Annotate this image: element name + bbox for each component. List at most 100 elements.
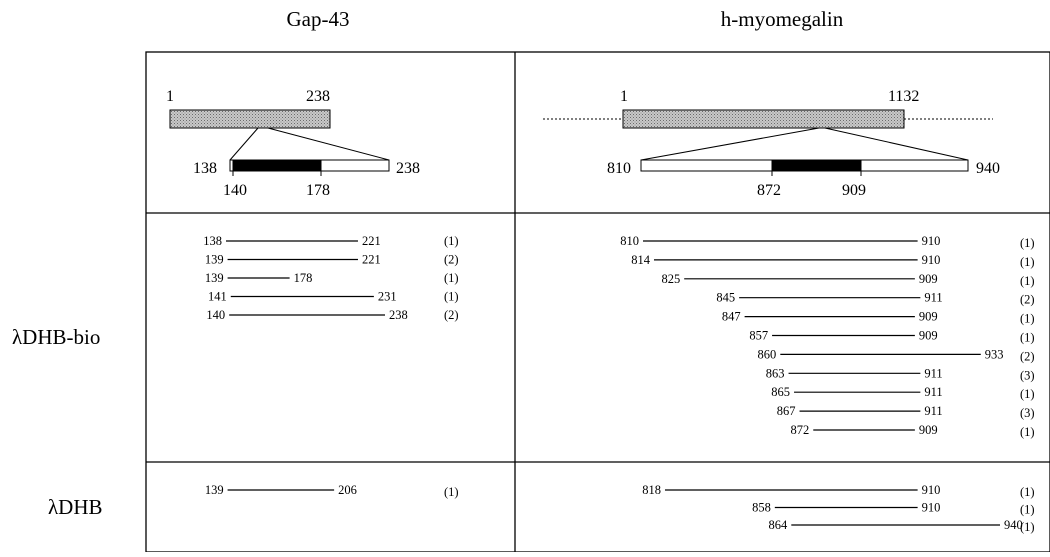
gap43-plain-clone-start: 139 xyxy=(205,483,224,497)
gap43-bio-clone-row: 139 221 (2) xyxy=(205,253,459,267)
myo-bio-clone-count: (2) xyxy=(1020,293,1035,307)
myo-bio-clone-end: 911 xyxy=(924,366,942,380)
myo-bio-clone-row: 860 933 (2) xyxy=(758,347,1035,363)
myo-bio-clone-count: (3) xyxy=(1020,368,1035,382)
gap43-plain-clone-end: 206 xyxy=(338,483,357,497)
myo-bio-clone-end: 911 xyxy=(924,404,942,418)
gap43-bio-clone-start: 139 xyxy=(205,271,224,285)
gap43-region-start: 140 xyxy=(223,182,247,199)
gap43-full-end: 238 xyxy=(306,88,330,105)
myo-bio-clone-start: 863 xyxy=(766,366,785,380)
gap43-bio-clone-start: 140 xyxy=(206,308,225,322)
myo-bio-clone-row: 847 909 (1) xyxy=(722,310,1035,326)
myo-bio-clones: 810 910 (1) 814 910 (1) 825 909 (1) 845 911 (2) 847 9… xyxy=(620,234,1034,439)
gap43-zoom-end: 238 xyxy=(396,160,420,177)
myo-bio-clone-start: 865 xyxy=(771,385,790,399)
gap43-bio-clone-row: 139 178 (1) xyxy=(205,271,459,285)
myo-region-end: 909 xyxy=(842,182,866,199)
myo-bio-clone-count: (1) xyxy=(1020,255,1035,269)
myo-bio-clone-end: 910 xyxy=(922,234,941,248)
myo-plain-clone-start: 858 xyxy=(752,501,771,515)
myo-bio-clone-end: 933 xyxy=(985,347,1004,361)
myo-bio-clone-count: (1) xyxy=(1020,387,1035,401)
myo-bio-clone-end: 909 xyxy=(919,310,938,324)
myo-plain-clones: 818 910 (1)858 910 (1)864 940(1) xyxy=(642,483,1034,534)
myomegalin-schematic: 1 1132 810 940 872 909 xyxy=(543,88,1000,199)
myo-bio-clone-row: 857 909 (1) xyxy=(749,329,1034,345)
myo-full-end: 1132 xyxy=(888,88,919,105)
gap43-full-start: 1 xyxy=(166,88,174,105)
myo-plain-clone-count: (1) xyxy=(1020,485,1035,499)
gap43-bio-clone-row: 141 231 (1) xyxy=(208,290,459,304)
myo-region-fill xyxy=(772,160,861,171)
myo-bio-clone-count: (1) xyxy=(1020,312,1035,326)
myo-plain-clone-start: 818 xyxy=(642,483,661,497)
gap43-bio-clone-count: (1) xyxy=(444,271,459,285)
myo-bio-clone-start: 860 xyxy=(758,347,777,361)
myo-zoom-line-left xyxy=(640,127,820,161)
gap43-bio-clone-count: (1) xyxy=(444,234,459,248)
myo-plain-clone-end: 910 xyxy=(922,501,941,515)
myo-bio-clone-row: 872 909 (1) xyxy=(791,423,1035,439)
myo-bio-clone-count: (2) xyxy=(1020,349,1035,363)
myo-zoom-end: 940 xyxy=(976,160,1000,177)
gap43-plain-clone-row: 139 206 (1) xyxy=(205,483,459,499)
myo-bio-clone-count: (3) xyxy=(1020,406,1035,420)
myo-bio-clone-end: 910 xyxy=(922,253,941,267)
myo-region-start: 872 xyxy=(757,182,781,199)
myo-bio-clone-start: 867 xyxy=(777,404,796,418)
gap43-zoom-line-left xyxy=(229,127,259,161)
gap43-schematic: 1 238 138 238 140 178 xyxy=(166,88,420,199)
gap43-bio-clone-count: (1) xyxy=(444,290,459,304)
myo-bio-clone-start: 872 xyxy=(791,423,810,437)
row-label-dhb-bio: λDHB-bio xyxy=(12,325,100,349)
gap43-zoom-line-right xyxy=(267,127,390,161)
gap43-bio-clone-start: 138 xyxy=(203,234,222,248)
gap43-bio-clone-end: 178 xyxy=(294,271,313,285)
gap43-protein-bar xyxy=(169,109,331,129)
header-myomegalin: h-myomegalin xyxy=(721,7,844,31)
gap43-bio-clone-end: 221 xyxy=(362,234,381,248)
myo-full-start: 1 xyxy=(620,88,628,105)
myo-bio-clone-count: (1) xyxy=(1020,236,1035,250)
gap43-region-fill xyxy=(233,160,321,171)
gap43-bio-clone-end: 221 xyxy=(362,253,381,267)
gap43-bio-clone-count: (2) xyxy=(444,253,459,267)
gap43-zoom-start: 138 xyxy=(193,160,217,177)
gap43-plain-clones: 139 206 (1) xyxy=(205,483,459,499)
gap43-plain-clone-count: (1) xyxy=(444,485,459,499)
myo-plain-clone-count: (1) xyxy=(1020,503,1035,517)
myo-bio-clone-row: 863 911 (3) xyxy=(766,366,1035,382)
myo-bio-clone-row: 867 911 (3) xyxy=(777,404,1035,420)
myo-bio-clone-end: 909 xyxy=(919,329,938,343)
myo-plain-clone-row: 818 910 (1) xyxy=(642,483,1034,499)
myo-bio-clone-start: 825 xyxy=(661,272,680,286)
gap43-bio-clone-row: 138 221 (1) xyxy=(203,234,458,248)
gap43-bio-clone-end: 231 xyxy=(378,290,397,304)
gap43-bio-clone-start: 141 xyxy=(208,290,227,304)
myo-plain-clone-count: (1) xyxy=(1020,520,1035,534)
gap43-bio-clone-count: (2) xyxy=(444,308,459,322)
myo-bio-clone-start: 857 xyxy=(749,329,768,343)
gap43-bio-clone-start: 139 xyxy=(205,253,224,267)
myo-bio-clone-end: 909 xyxy=(919,272,938,286)
row-label-dhb: λDHB xyxy=(48,495,103,519)
myo-bio-clone-row: 845 911 (2) xyxy=(716,291,1034,307)
myo-zoom-line-right xyxy=(824,127,969,161)
myo-bio-clone-start: 814 xyxy=(631,253,651,267)
myo-bio-clone-count: (1) xyxy=(1020,274,1035,288)
myo-bio-clone-start: 810 xyxy=(620,234,639,248)
myo-plain-clone-row: 864 940(1) xyxy=(769,518,1035,534)
myo-bio-clone-row: 865 911 (1) xyxy=(771,385,1034,401)
myo-bio-clone-end: 911 xyxy=(924,385,942,399)
myo-plain-clone-end: 910 xyxy=(922,483,941,497)
myo-bio-clone-count: (1) xyxy=(1020,425,1035,439)
gap43-bio-clone-end: 238 xyxy=(389,308,408,322)
myo-plain-clone-row: 858 910 (1) xyxy=(752,501,1035,517)
header-gap43: Gap-43 xyxy=(287,7,350,31)
myo-protein-bar xyxy=(622,109,905,129)
myo-bio-clone-end: 911 xyxy=(924,291,942,305)
myo-bio-clone-row: 810 910 (1) xyxy=(620,234,1034,250)
